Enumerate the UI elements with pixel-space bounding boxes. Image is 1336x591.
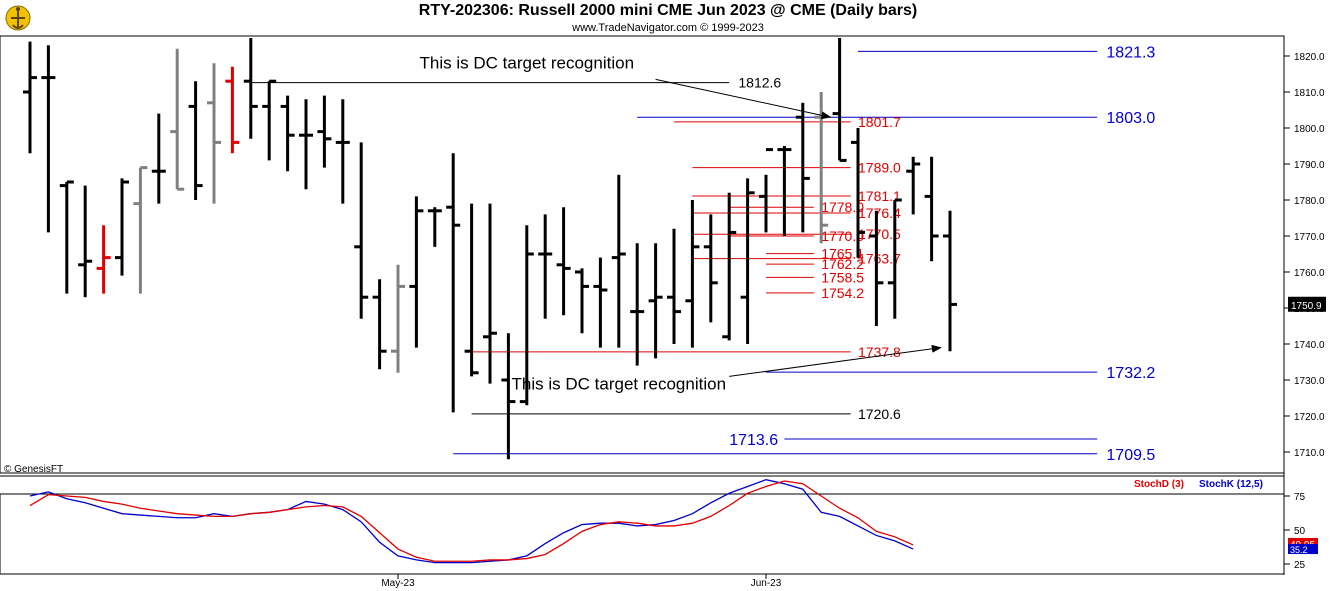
level-label: 1781.1	[858, 188, 901, 204]
stochastic-panel-border	[0, 493, 1285, 575]
time-axis: May-23 Jun-23	[381, 574, 782, 589]
stoch-k-last-label: 35.2	[1290, 545, 1308, 555]
chart-title: RTY-202306: Russell 2000 mini CME Jun 20…	[418, 2, 918, 19]
price-panel-border	[0, 35, 1285, 474]
price-tick-label: 1800.0	[1294, 124, 1325, 135]
level-label: 1762.2	[821, 256, 864, 272]
level-label: 1821.3	[1106, 44, 1155, 61]
price-tick-label: 1770.0	[1294, 232, 1325, 243]
price-tick-label: 1710.0	[1294, 448, 1325, 459]
chart-subtitle: www.TradeNavigator.com © 1999-2023	[572, 22, 764, 34]
level-label: 1737.8	[858, 344, 901, 360]
annotation-text: This is DC target recognition	[512, 374, 726, 393]
stoch-d-line	[29, 480, 914, 562]
genesis-logo-icon	[5, 5, 31, 31]
price-tick-label: 1740.0	[1294, 340, 1325, 351]
ohlc-bars	[23, 38, 957, 460]
level-label: 1776.4	[858, 205, 901, 221]
stoch-tick-label: 75	[1294, 492, 1306, 503]
time-tick-label: May-23	[381, 578, 415, 589]
stoch-d-legend: StochD (3)	[1134, 479, 1184, 490]
stoch-tick-label: 25	[1294, 560, 1306, 571]
stoch-k-line	[29, 479, 914, 564]
price-tick-label: 1720.0	[1294, 412, 1325, 423]
level-label: 1770.0	[821, 228, 864, 244]
level-label: 1758.5	[821, 269, 864, 285]
stochastic-lines: 75502540.9535.2	[29, 479, 1318, 571]
level-label: 1713.6	[729, 432, 778, 449]
annotation-arrow	[729, 344, 942, 377]
time-tick-label: Jun-23	[751, 578, 782, 589]
level-label: 1789.0	[858, 160, 901, 176]
watermark: © GenesisFT	[4, 464, 63, 475]
level-label: 1732.2	[1106, 365, 1155, 382]
price-tick-label: 1790.0	[1294, 160, 1325, 171]
level-label: 1778.0	[821, 199, 864, 215]
stoch-tick-label: 50	[1294, 526, 1306, 537]
level-label: 1754.2	[821, 285, 864, 301]
stoch-k-legend: StochK (12,5)	[1199, 479, 1263, 490]
level-label: 1765.1	[821, 246, 864, 262]
stochastic-panel: StochD (3) StochK (12,5)	[0, 479, 1285, 575]
annotation-arrow	[655, 78, 832, 120]
price-tick-label: 1810.0	[1294, 88, 1325, 99]
annotation-text: This is DC target recognition	[420, 54, 634, 73]
level-label: 1801.7	[858, 114, 901, 130]
level-label: 1763.7	[858, 251, 901, 267]
level-label: 1812.6	[738, 75, 781, 91]
price-tick-label: 1780.0	[1294, 196, 1325, 207]
level-label: 1709.5	[1106, 447, 1155, 464]
last-price-label: 1750.9	[1291, 301, 1322, 312]
stoch-k-last-box	[1288, 544, 1318, 555]
price-tick-label: 1730.0	[1294, 376, 1325, 387]
level-label: 1803.0	[1106, 110, 1155, 127]
level-label: 1770.5	[858, 226, 901, 242]
price-axis: 1820.0 1810.0 1800.0 1790.0 1780.0 1770.0 1760…	[1284, 52, 1326, 459]
price-tick-label: 1760.0	[1294, 268, 1325, 279]
target-levels: 1821.3 1812.6 1803.0 1801.7 1789.0 1781.11778…	[250, 44, 1155, 464]
annotations: This is DC target recognition This is DC …	[420, 54, 942, 393]
price-panel	[0, 35, 1285, 575]
level-label: 1720.6	[858, 406, 901, 422]
price-tick-label: 1820.0	[1294, 52, 1325, 63]
last-price-box	[1288, 296, 1326, 312]
